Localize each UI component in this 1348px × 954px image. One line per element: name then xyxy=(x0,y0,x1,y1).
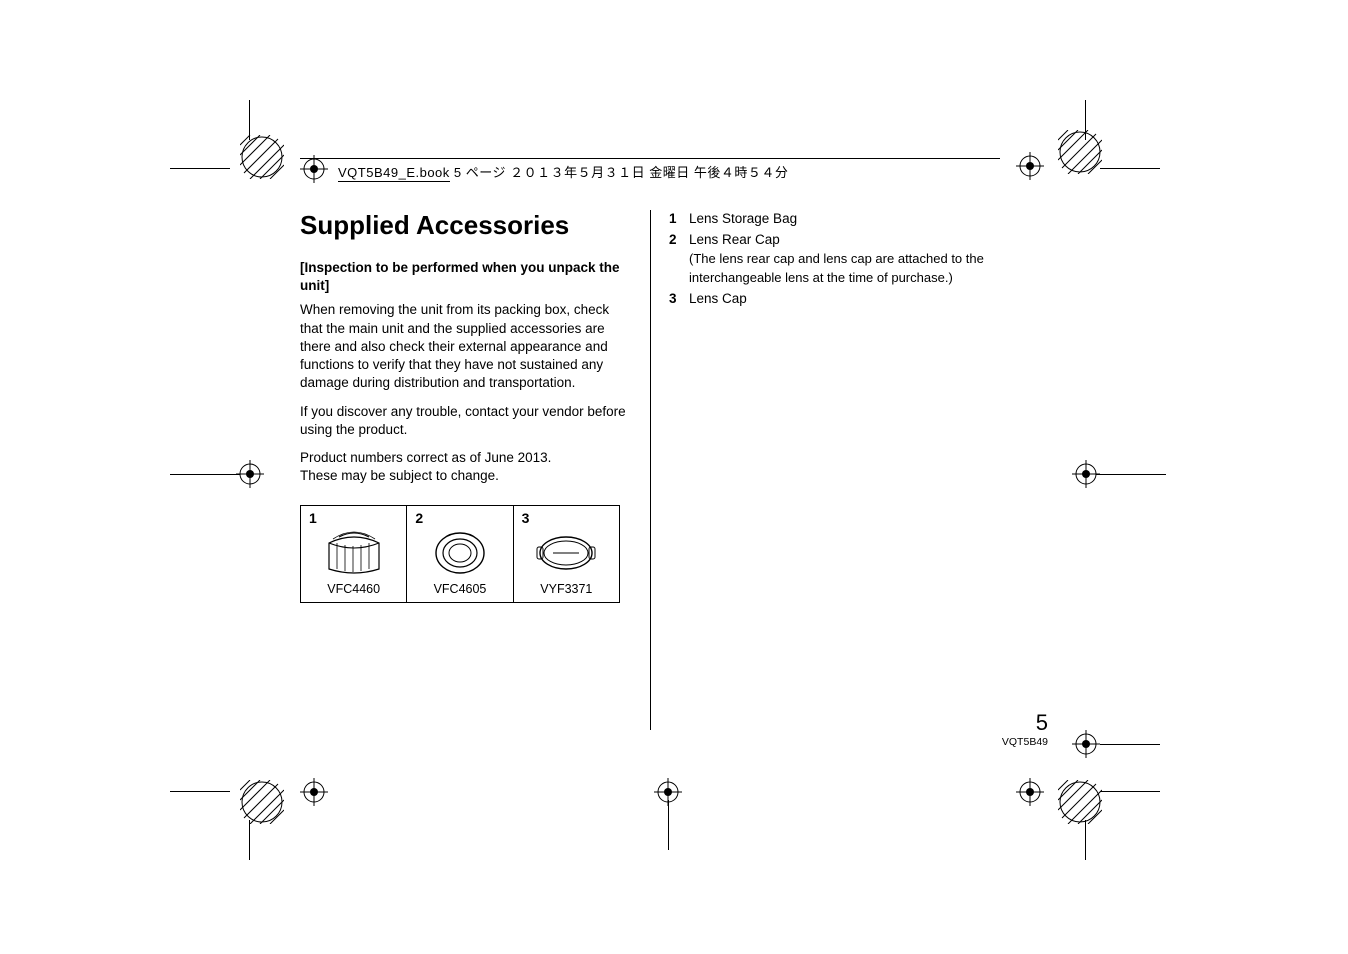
crop-line xyxy=(1085,820,1086,860)
product-note-2: These may be subject to change. xyxy=(300,468,499,483)
crop-line xyxy=(1100,791,1160,792)
right-column: 1 Lens Storage Bag 2 Lens Rear Cap (The … xyxy=(650,210,1000,730)
list-num-2: 2 xyxy=(669,231,689,288)
header-rule xyxy=(300,158,1000,159)
acc-num-1: 1 xyxy=(303,510,404,526)
header-pageinfo: 5 ページ ２０１３年５月３１日 金曜日 午後４時５４分 xyxy=(454,165,788,180)
acc-num-3: 3 xyxy=(516,510,617,526)
header-meta: VQT5B49_E.book 5 ページ ２０１３年５月３１日 金曜日 午後４時… xyxy=(338,162,788,181)
page-number: 5 xyxy=(1002,710,1048,736)
header-filename: VQT5B49_E.book xyxy=(338,165,450,182)
list-item: 3 Lens Cap xyxy=(669,290,1000,309)
list-label-2: Lens Rear Cap (The lens rear cap and len… xyxy=(689,231,1000,288)
cross-target xyxy=(300,778,328,806)
acc-img-3 xyxy=(516,526,617,580)
crop-line xyxy=(668,800,669,850)
product-note: Product numbers correct as of June 2013.… xyxy=(300,449,632,485)
crop-line xyxy=(170,168,230,169)
left-column: Supplied Accessories [Inspection to be p… xyxy=(300,210,650,730)
inspection-heading: [Inspection to be performed when you unp… xyxy=(300,259,632,295)
crop-line xyxy=(249,100,250,140)
acc-part-3: VYF3371 xyxy=(516,580,617,596)
list-item: 2 Lens Rear Cap (The lens rear cap and l… xyxy=(669,231,1000,288)
reg-mark-br xyxy=(1058,780,1102,824)
acc-cell-1: 1 VFC4460 xyxy=(301,506,407,603)
page-footer: 5 VQT5B49 xyxy=(1002,710,1048,748)
accessories-list: 1 Lens Storage Bag 2 Lens Rear Cap (The … xyxy=(669,210,1000,308)
acc-part-2: VFC4605 xyxy=(409,580,510,596)
crop-line xyxy=(170,791,230,792)
list-item: 1 Lens Storage Bag xyxy=(669,210,1000,229)
acc-part-1: VFC4460 xyxy=(303,580,404,596)
inspection-body-1: When removing the unit from its packing … xyxy=(300,301,632,392)
cross-target xyxy=(236,460,264,488)
reg-mark-tl xyxy=(240,135,284,179)
crop-line xyxy=(1100,168,1160,169)
content-area: Supplied Accessories [Inspection to be p… xyxy=(300,210,1000,730)
list-label-1: Lens Storage Bag xyxy=(689,210,1000,229)
crop-line xyxy=(1085,100,1086,140)
crop-line xyxy=(170,474,240,475)
inspection-body-2: If you discover any trouble, contact you… xyxy=(300,403,632,439)
list-label-3: Lens Cap xyxy=(689,290,1000,309)
product-note-1: Product numbers correct as of June 2013. xyxy=(300,450,551,465)
list-note-2: (The lens rear cap and lens cap are atta… xyxy=(689,251,984,285)
list-num-1: 1 xyxy=(669,210,689,229)
reg-mark-bl xyxy=(240,780,284,824)
cross-target xyxy=(1016,152,1044,180)
doc-code: VQT5B49 xyxy=(1002,736,1048,748)
crop-line xyxy=(1096,474,1166,475)
cross-target xyxy=(1016,778,1044,806)
acc-cell-2: 2 VFC4605 xyxy=(407,506,513,603)
acc-img-1 xyxy=(303,526,404,580)
accessories-table: 1 VFC4460 2 xyxy=(300,505,620,603)
cross-target xyxy=(1072,730,1100,758)
crop-line xyxy=(1100,744,1160,745)
acc-cell-3: 3 VYF3371 xyxy=(513,506,619,603)
list-num-3: 3 xyxy=(669,290,689,309)
cross-target xyxy=(300,155,328,183)
acc-img-2 xyxy=(409,526,510,580)
page-title: Supplied Accessories xyxy=(300,210,632,241)
acc-num-2: 2 xyxy=(409,510,510,526)
reg-mark-tr xyxy=(1058,130,1102,174)
crop-line xyxy=(249,820,250,860)
